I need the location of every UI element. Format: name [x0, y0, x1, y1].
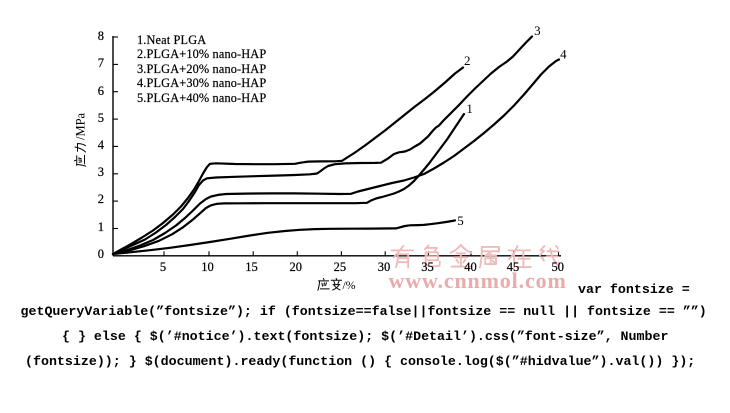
svg-text:4: 4 [560, 47, 567, 62]
svg-text:www.cnnmol.com: www.cnnmol.com [389, 268, 567, 293]
svg-text:/%: /% [343, 278, 356, 292]
svg-text:5: 5 [457, 213, 464, 228]
svg-text:3: 3 [534, 23, 541, 38]
svg-text:/MPa: /MPa [74, 112, 88, 140]
svg-text:1: 1 [466, 101, 473, 116]
svg-text:2: 2 [464, 53, 471, 68]
